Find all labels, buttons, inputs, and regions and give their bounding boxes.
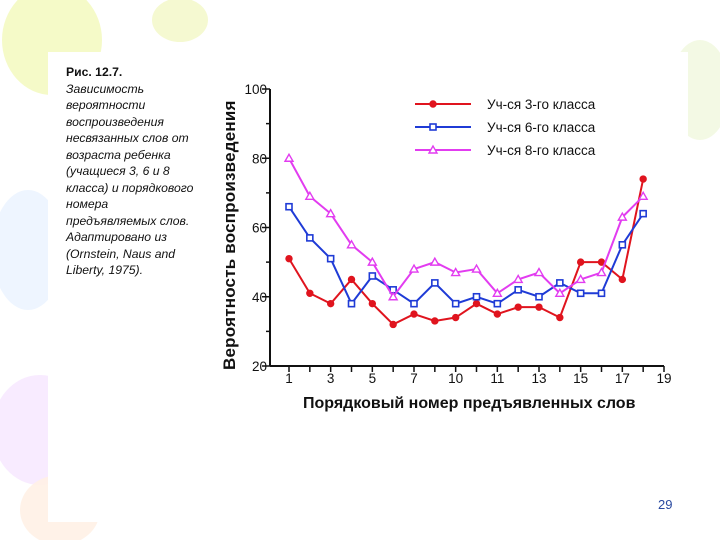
series-line — [288, 157, 644, 299]
data-point-square — [429, 123, 437, 131]
data-point-triangle — [554, 287, 566, 297]
data-point-circle — [410, 310, 418, 318]
legend-label: Уч-ся 6-го класса — [487, 120, 596, 135]
data-point-square — [431, 279, 439, 287]
data-point-square — [368, 272, 377, 280]
x-tick-label: 7 — [410, 371, 418, 386]
data-point-triangle — [367, 256, 378, 266]
y-tick-label: 60 — [252, 221, 267, 236]
data-point-circle — [347, 275, 356, 284]
balloon-decoration — [152, 0, 208, 42]
data-point-triangle — [429, 256, 441, 266]
data-point-circle — [306, 289, 314, 297]
data-point-square — [618, 241, 627, 249]
legend-label: Уч-ся 3-го класса — [487, 97, 596, 112]
figure-caption: Рис. 12.7. Зависимость вероятности воспр… — [66, 64, 200, 279]
series-1 — [285, 175, 647, 329]
x-tick-label: 1 — [285, 371, 293, 386]
x-tick-label: 10 — [448, 371, 463, 386]
data-point-triangle — [637, 190, 649, 201]
x-tick-label: 19 — [656, 371, 671, 386]
data-point-circle — [368, 299, 377, 308]
data-point-circle — [576, 258, 585, 266]
data-point-triangle — [387, 291, 399, 301]
series-line — [288, 178, 645, 326]
data-point-circle — [285, 254, 293, 263]
series-2 — [285, 202, 647, 308]
data-point-triangle — [492, 287, 503, 297]
data-point-triangle — [533, 267, 545, 277]
chart-series — [283, 152, 649, 329]
data-point-circle — [556, 313, 564, 322]
data-point-circle — [451, 313, 460, 322]
y-tick-label: 100 — [244, 82, 267, 97]
data-point-triangle — [596, 267, 607, 277]
data-point-triangle — [346, 239, 357, 249]
data-point-triangle — [512, 274, 524, 284]
data-point-square — [306, 234, 314, 242]
slide-content-panel — [48, 52, 688, 522]
data-point-triangle — [408, 263, 420, 273]
data-point-circle — [493, 310, 502, 318]
data-point-square — [285, 202, 293, 211]
x-axis-label: Порядковый номер предъявленных слов — [303, 395, 636, 412]
data-point-square — [451, 299, 460, 308]
y-tick-label: 40 — [252, 290, 267, 305]
data-point-triangle — [471, 263, 482, 273]
data-point-circle — [389, 320, 397, 329]
chart-legend: Уч-ся 3-го класса Уч-ся 6-го класса Уч-ся … — [415, 97, 596, 158]
data-point-square — [326, 254, 335, 263]
x-tick-label: 3 — [327, 371, 335, 386]
page-number: 29 — [658, 497, 673, 512]
data-point-triangle — [617, 211, 628, 221]
y-tick-label: 80 — [252, 151, 267, 166]
data-point-triangle — [450, 267, 461, 277]
x-tick-label: 11 — [490, 371, 504, 386]
caption-figure-label: Рис. 12.7. — [66, 65, 123, 79]
legend-entry: Уч-ся 8-го класса — [415, 143, 596, 158]
caption-text: Зависимость вероятности воспроизведения … — [66, 81, 194, 278]
data-point-circle — [514, 303, 522, 311]
x-tick-label: 13 — [531, 371, 546, 386]
series-3 — [283, 152, 649, 301]
legend-label: Уч-ся 8-го класса — [487, 143, 596, 158]
data-point-triangle — [283, 152, 295, 162]
data-point-circle — [639, 175, 647, 183]
legend-entry: Уч-ся 3-го класса — [415, 97, 596, 112]
y-tick-label: 20 — [252, 359, 267, 374]
data-point-square — [472, 292, 481, 301]
data-point-circle — [618, 275, 627, 284]
x-tick-label: 17 — [615, 371, 630, 386]
data-point-square — [535, 292, 543, 301]
x-tick-label: 5 — [369, 371, 377, 386]
data-point-square — [493, 299, 502, 308]
data-point-square — [347, 299, 356, 308]
data-point-circle — [535, 303, 543, 311]
data-point-circle — [429, 100, 437, 108]
y-axis-label: Вероятность воспроизведения — [220, 100, 239, 370]
data-point-square — [514, 286, 522, 294]
data-point-circle — [431, 317, 439, 325]
data-point-triangle — [575, 274, 586, 284]
data-point-square — [576, 289, 585, 298]
data-point-circle — [472, 299, 481, 308]
data-point-square — [639, 209, 647, 218]
data-point-circle — [326, 299, 335, 308]
x-tick-label: 15 — [573, 371, 588, 386]
data-point-square — [410, 299, 418, 308]
balloon-decoration — [0, 190, 64, 310]
data-point-triangle — [427, 144, 439, 154]
data-point-square — [597, 289, 606, 298]
data-point-triangle — [325, 208, 336, 218]
legend-entry: Уч-ся 6-го класса — [415, 120, 596, 135]
data-point-triangle — [304, 190, 316, 201]
data-point-square — [556, 279, 564, 287]
